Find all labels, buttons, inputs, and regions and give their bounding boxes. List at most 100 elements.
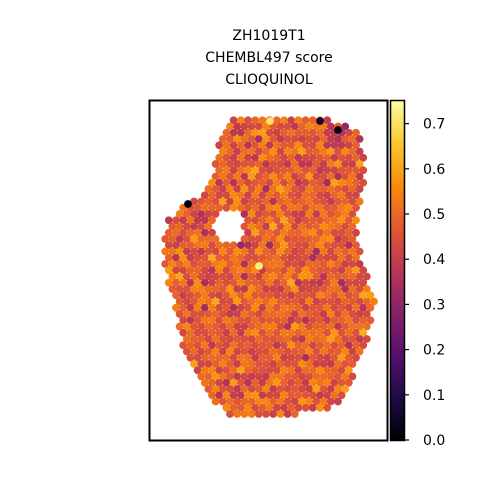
spot-point [233, 122, 242, 131]
spot-point [215, 253, 224, 262]
spot-point [204, 222, 213, 231]
spot-point [190, 310, 198, 318]
spot-point [226, 285, 234, 293]
spot-point [341, 322, 350, 331]
spot-point [208, 278, 216, 287]
spot-point [298, 335, 306, 343]
spot-point [294, 353, 303, 362]
spot-point [208, 353, 216, 362]
spot-point [287, 141, 296, 150]
spot-point [190, 260, 198, 268]
spot-point [319, 360, 328, 368]
spot-point [316, 291, 324, 300]
spot-point [280, 128, 288, 137]
spot-point [193, 328, 202, 337]
spot-point [326, 247, 335, 256]
spot-point [193, 366, 202, 375]
spot-point [316, 266, 324, 275]
spot-point [341, 185, 350, 193]
spot-point [193, 241, 202, 250]
spot-point [251, 328, 260, 337]
spot-point [211, 185, 220, 193]
spot-point [254, 247, 263, 256]
spot-point [175, 272, 184, 281]
spot-point [287, 191, 296, 200]
spot-point [190, 222, 198, 231]
spot-point [236, 366, 245, 375]
spot-point [305, 235, 314, 243]
spot-point [208, 291, 216, 300]
spot-point [269, 372, 278, 381]
spot-point [352, 241, 360, 250]
spot-point [334, 310, 342, 318]
spot-point [319, 197, 328, 206]
spot-point [265, 391, 274, 400]
spot-point [258, 203, 267, 212]
spot-point [319, 347, 328, 356]
spot-point [290, 347, 299, 356]
spot-point [287, 253, 296, 262]
spot-point [211, 285, 220, 293]
spot-point [319, 235, 328, 243]
spot-point [262, 285, 270, 293]
spot-point [254, 372, 263, 381]
spot-point [294, 266, 303, 275]
spot-point [326, 322, 335, 331]
spot-point [193, 228, 202, 237]
spot-point [341, 122, 350, 131]
spot-point [222, 316, 231, 325]
spot-point [204, 272, 213, 281]
spot-point [193, 278, 202, 287]
spot-point [330, 328, 339, 337]
spot-point [334, 397, 342, 406]
spot-point [319, 297, 328, 306]
spot-point [280, 403, 288, 412]
spot-point [298, 210, 306, 218]
spot-point [319, 222, 328, 231]
spot-point [301, 153, 310, 162]
spot-point [251, 141, 260, 150]
spot-point [330, 278, 339, 287]
spot-point [247, 360, 256, 368]
spot-point [298, 385, 306, 393]
spot-point [287, 178, 296, 187]
spot-point [283, 260, 292, 268]
spot-point [294, 228, 303, 237]
spot-point [276, 285, 285, 293]
spot-point [290, 322, 299, 331]
spot-point [258, 128, 267, 137]
spot-point [330, 378, 339, 387]
spot-point [305, 147, 314, 156]
spot-point [323, 191, 332, 200]
spot-point [229, 116, 238, 125]
spot-point [258, 191, 267, 200]
spot-point [280, 178, 288, 187]
spot-point [319, 310, 328, 318]
spot-point [182, 272, 191, 281]
spot-point [179, 291, 188, 300]
spot-point [262, 347, 270, 356]
spot-point [244, 391, 252, 400]
colorbar-gradient [391, 101, 404, 440]
spot-point [312, 372, 321, 381]
spot-point [172, 228, 180, 237]
spot-point [287, 303, 296, 312]
spot-point [233, 322, 242, 331]
spot-point [182, 335, 191, 343]
spot-point [301, 316, 310, 325]
spot-point [344, 191, 353, 200]
spot-point [344, 141, 353, 150]
spot-point [175, 260, 184, 268]
spot-point [200, 341, 209, 350]
spot-point [316, 178, 324, 187]
spot-point [323, 316, 332, 325]
spot-point [254, 360, 263, 368]
spot-point [326, 185, 335, 193]
spot-point [348, 360, 357, 368]
spot-point [197, 310, 206, 318]
spot-point [326, 285, 335, 293]
spot-point [269, 147, 278, 156]
spot-point [247, 247, 256, 256]
spot-point [308, 241, 317, 250]
spot-point [197, 272, 206, 281]
